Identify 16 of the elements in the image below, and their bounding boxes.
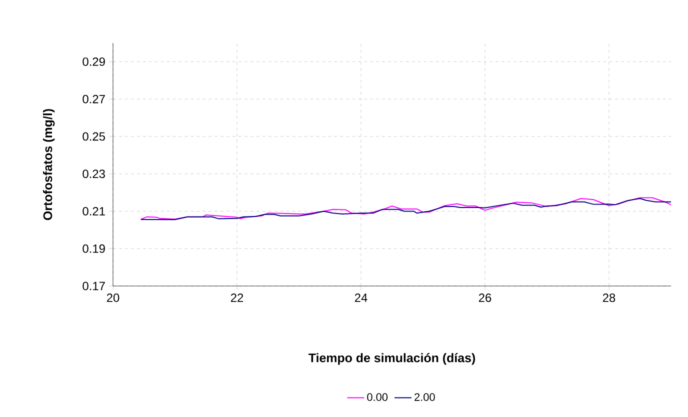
y-tick-label: 0.27	[82, 94, 105, 104]
legend-label: 0.00	[367, 393, 388, 401]
y-axis-title: Ortofosfatos (mg/l)	[42, 109, 55, 220]
x-tick-label: 28	[602, 294, 616, 302]
y-tick-label: 0.17	[82, 282, 105, 290]
x-tick-label: 26	[478, 294, 492, 302]
x-tick-label: 20	[106, 294, 120, 302]
x-tick-label: 22	[230, 294, 244, 302]
y-tick-label: 0.25	[82, 132, 105, 141]
legend-label: 2.00	[414, 393, 435, 401]
y-tick-label: 0.29	[82, 57, 105, 66]
x-tick-label: 24	[354, 294, 368, 302]
y-tick-label: 0.21	[82, 207, 105, 216]
y-tick-label: 0.19	[82, 244, 105, 253]
x-axis-title: Tiempo de simulación (días)	[308, 353, 476, 365]
y-tick-label: 0.23	[82, 170, 105, 178]
